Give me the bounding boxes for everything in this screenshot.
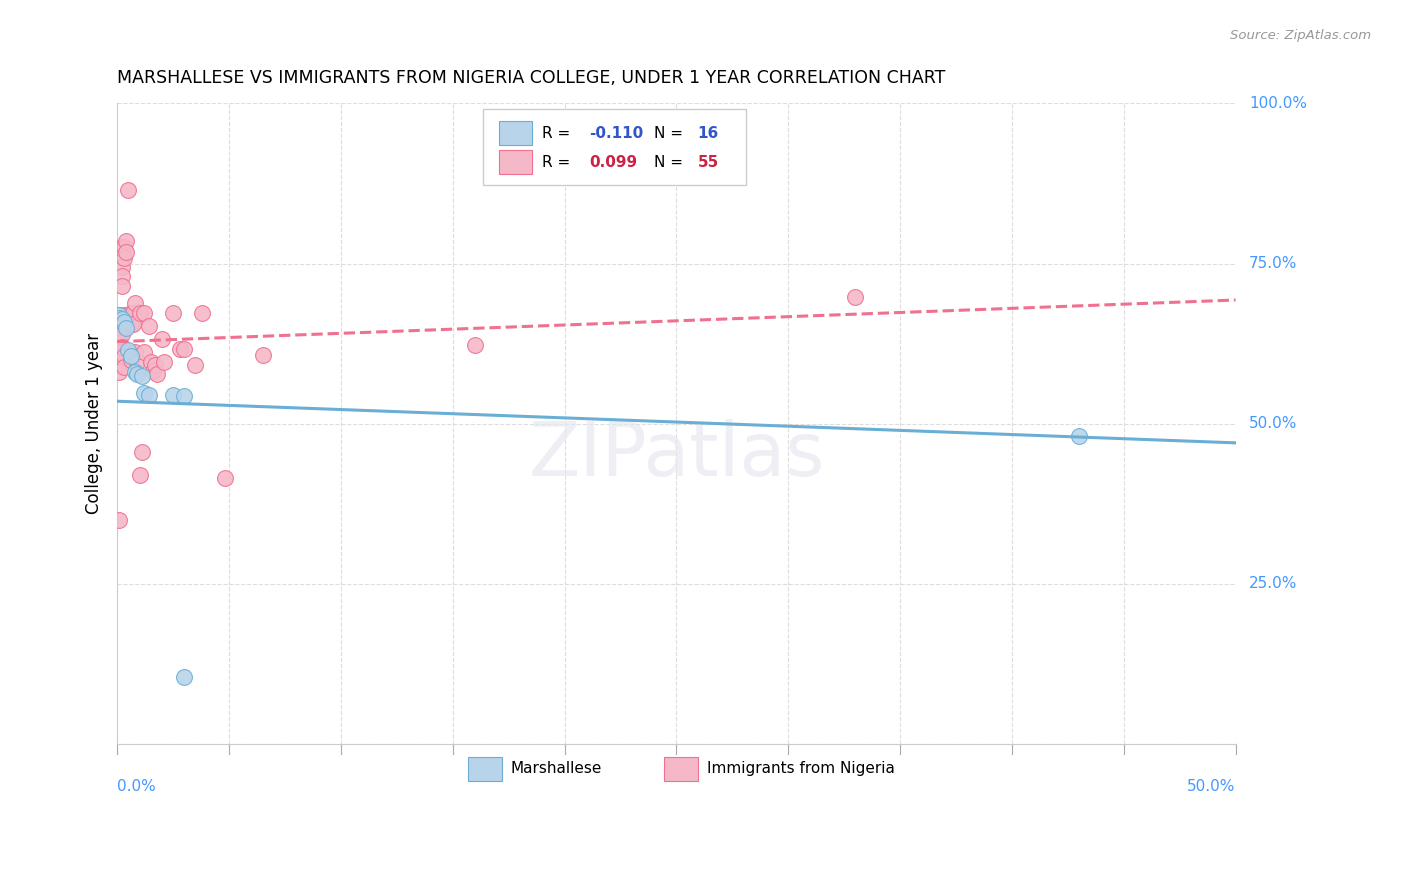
Point (146, 368, 169, 382)
Point (117, 183, 139, 197)
Text: 25.0%: 25.0% (1249, 576, 1298, 591)
FancyBboxPatch shape (499, 121, 531, 145)
Text: N =: N = (654, 126, 688, 141)
Point (1067, 429, 1090, 443)
Point (112, 240, 135, 254)
Point (108, 356, 131, 370)
Point (191, 306, 214, 320)
Point (117, 343, 139, 357)
Text: 16: 16 (697, 126, 718, 141)
Point (150, 332, 173, 346)
Point (169, 342, 191, 356)
Point (111, 340, 134, 354)
Point (108, 318, 131, 332)
Point (128, 467, 150, 482)
Point (139, 355, 162, 369)
Point (115, 318, 138, 333)
Text: N =: N = (654, 155, 688, 169)
Text: R =: R = (543, 155, 575, 169)
Point (108, 326, 131, 340)
Point (111, 326, 134, 341)
Point (124, 365, 146, 379)
Text: 75.0%: 75.0% (1249, 256, 1298, 271)
Text: 100.0%: 100.0% (1249, 95, 1308, 111)
Point (120, 306, 142, 320)
Point (132, 306, 155, 320)
Point (173, 342, 195, 356)
Point (127, 368, 149, 382)
Text: 0.099: 0.099 (589, 155, 637, 169)
Point (111, 279, 134, 293)
Point (162, 388, 184, 402)
Text: 55: 55 (697, 155, 718, 169)
Point (111, 250, 134, 264)
Point (121, 306, 143, 320)
Point (115, 320, 138, 334)
FancyBboxPatch shape (664, 757, 697, 781)
Point (121, 317, 143, 331)
Point (124, 296, 146, 310)
Y-axis label: College, Under 1 year: College, Under 1 year (86, 333, 103, 514)
Point (132, 345, 155, 359)
Point (112, 252, 135, 266)
Point (844, 290, 866, 304)
Text: 50.0%: 50.0% (1249, 417, 1298, 431)
Point (108, 365, 131, 379)
Point (108, 335, 131, 350)
Point (131, 445, 153, 459)
Point (131, 368, 153, 383)
Point (115, 244, 138, 259)
Point (120, 352, 142, 367)
Text: R =: R = (543, 126, 575, 141)
Text: Marshallese: Marshallese (510, 762, 602, 776)
Point (112, 360, 135, 375)
Text: Immigrants from Nigeria: Immigrants from Nigeria (707, 762, 894, 776)
Text: 50.0%: 50.0% (1187, 780, 1236, 794)
Point (132, 385, 155, 400)
Point (173, 389, 195, 403)
Point (115, 308, 138, 322)
Point (111, 260, 134, 274)
Text: ZIPatlas: ZIPatlas (529, 419, 824, 492)
Point (142, 364, 165, 378)
Point (111, 308, 134, 322)
Point (124, 345, 146, 359)
Point (111, 312, 134, 326)
Point (173, 670, 195, 684)
FancyBboxPatch shape (468, 757, 502, 781)
FancyBboxPatch shape (499, 150, 531, 174)
Text: Source: ZipAtlas.com: Source: ZipAtlas.com (1230, 29, 1371, 42)
Point (127, 355, 149, 369)
Point (115, 234, 138, 248)
Point (162, 306, 184, 320)
Point (112, 350, 135, 364)
Text: MARSHALLESE VS IMMIGRANTS FROM NIGERIA COLLEGE, UNDER 1 YEAR CORRELATION CHART: MARSHALLESE VS IMMIGRANTS FROM NIGERIA C… (117, 69, 946, 87)
Point (108, 308, 131, 322)
Point (108, 308, 131, 322)
Point (464, 338, 486, 352)
Point (108, 513, 131, 527)
Point (153, 354, 176, 368)
Point (138, 388, 160, 402)
Point (111, 240, 134, 254)
Point (184, 358, 207, 372)
FancyBboxPatch shape (482, 109, 745, 185)
Point (143, 358, 166, 372)
Point (128, 306, 150, 320)
Point (112, 315, 135, 329)
Text: 0.0%: 0.0% (117, 780, 156, 794)
Text: -0.110: -0.110 (589, 126, 644, 141)
Point (214, 471, 236, 485)
Point (120, 317, 142, 331)
Point (111, 318, 134, 332)
Point (138, 319, 160, 334)
Point (120, 350, 142, 364)
Point (108, 310, 131, 325)
Point (108, 345, 131, 359)
Point (111, 269, 134, 284)
Point (252, 348, 274, 362)
